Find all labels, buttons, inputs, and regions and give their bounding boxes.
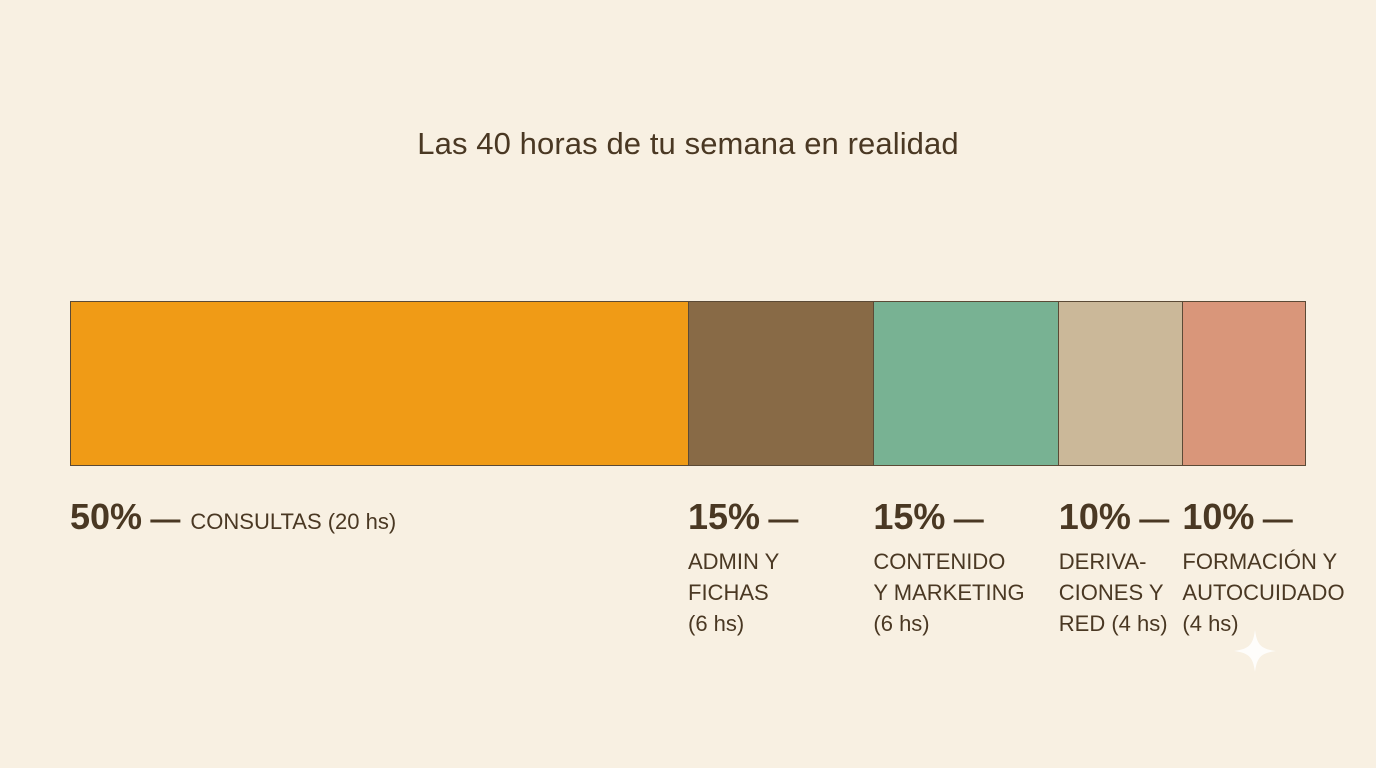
segment-percent: 10% —	[1182, 497, 1344, 540]
segment-dash: —	[760, 503, 799, 536]
segment-description-line: AUTOCUIDADO	[1182, 580, 1345, 605]
bar-segment-3	[873, 302, 1059, 465]
segment-percent: 15% —	[873, 497, 1024, 540]
segment-description-line: (6 hs)	[688, 611, 745, 636]
bar-segment-4	[1058, 302, 1182, 465]
segment-percent: 15% —	[688, 497, 798, 540]
segment-dash: —	[142, 503, 181, 536]
segment-description-line: FICHAS	[688, 580, 769, 605]
segment-label-2: 15% — ADMIN Y FICHAS (6 hs)	[688, 497, 798, 639]
segment-percent-value: 15%	[688, 496, 761, 537]
sparkle-icon	[1234, 630, 1276, 672]
segment-description: DERIVA- CIONES Y RED (4 hs)	[1059, 546, 1169, 639]
segment-description: CONTENIDO Y MARKETING (6 hs)	[873, 546, 1024, 639]
segment-description-line: CONSULTAS (20 hs)	[190, 509, 397, 534]
segment-description-line: RED (4 hs)	[1058, 611, 1168, 636]
segment-percent: 10% —	[1059, 497, 1169, 540]
segment-description: FORMACIÓN Y AUTOCUIDADO (4 hs)	[1182, 546, 1344, 639]
chart-title: Las 40 horas de tu semana en realidad	[417, 126, 959, 161]
segment-description-line: FORMACIÓN Y	[1182, 549, 1338, 574]
bar-segment-1	[71, 302, 688, 465]
segment-description-line: CONTENIDO	[873, 549, 1006, 574]
segment-dash: —	[945, 503, 984, 536]
bar-segment-2	[688, 302, 874, 465]
segment-description-line: DERIVA-	[1058, 549, 1147, 574]
segment-percent-value: 15%	[873, 496, 946, 537]
segment-dash: —	[1130, 503, 1170, 536]
segment-description-line: (4 hs)	[1182, 611, 1239, 636]
segment-description-line: CIONES Y	[1058, 580, 1164, 605]
segment-label-3: 15% — CONTENIDO Y MARKETING (6 hs)	[873, 497, 1024, 639]
segment-label-5: 10% — FORMACIÓN Y AUTOCUIDADO (4 hs)	[1182, 497, 1344, 639]
segment-description: ADMIN Y FICHAS (6 hs)	[688, 546, 798, 639]
segment-percent-value: 50%	[70, 496, 143, 537]
segment-description-line: ADMIN Y	[688, 549, 780, 574]
segment-description-line: (6 hs)	[873, 611, 930, 636]
segment-label-4: 10% — DERIVA- CIONES Y RED (4 hs)	[1059, 497, 1169, 639]
segment-description-line: Y MARKETING	[873, 580, 1025, 605]
bar-segment-5	[1181, 302, 1305, 465]
segment-percent-value: 10%	[1182, 496, 1255, 537]
stacked-bar	[70, 301, 1306, 466]
segment-percent-value: 10%	[1058, 496, 1131, 537]
segment-percent: 50% —	[70, 497, 180, 540]
segment-label-1: 50% — CONSULTAS (20 hs)	[70, 497, 396, 540]
segment-dash: —	[1254, 503, 1293, 536]
segment-description: CONSULTAS (20 hs)	[190, 506, 396, 537]
